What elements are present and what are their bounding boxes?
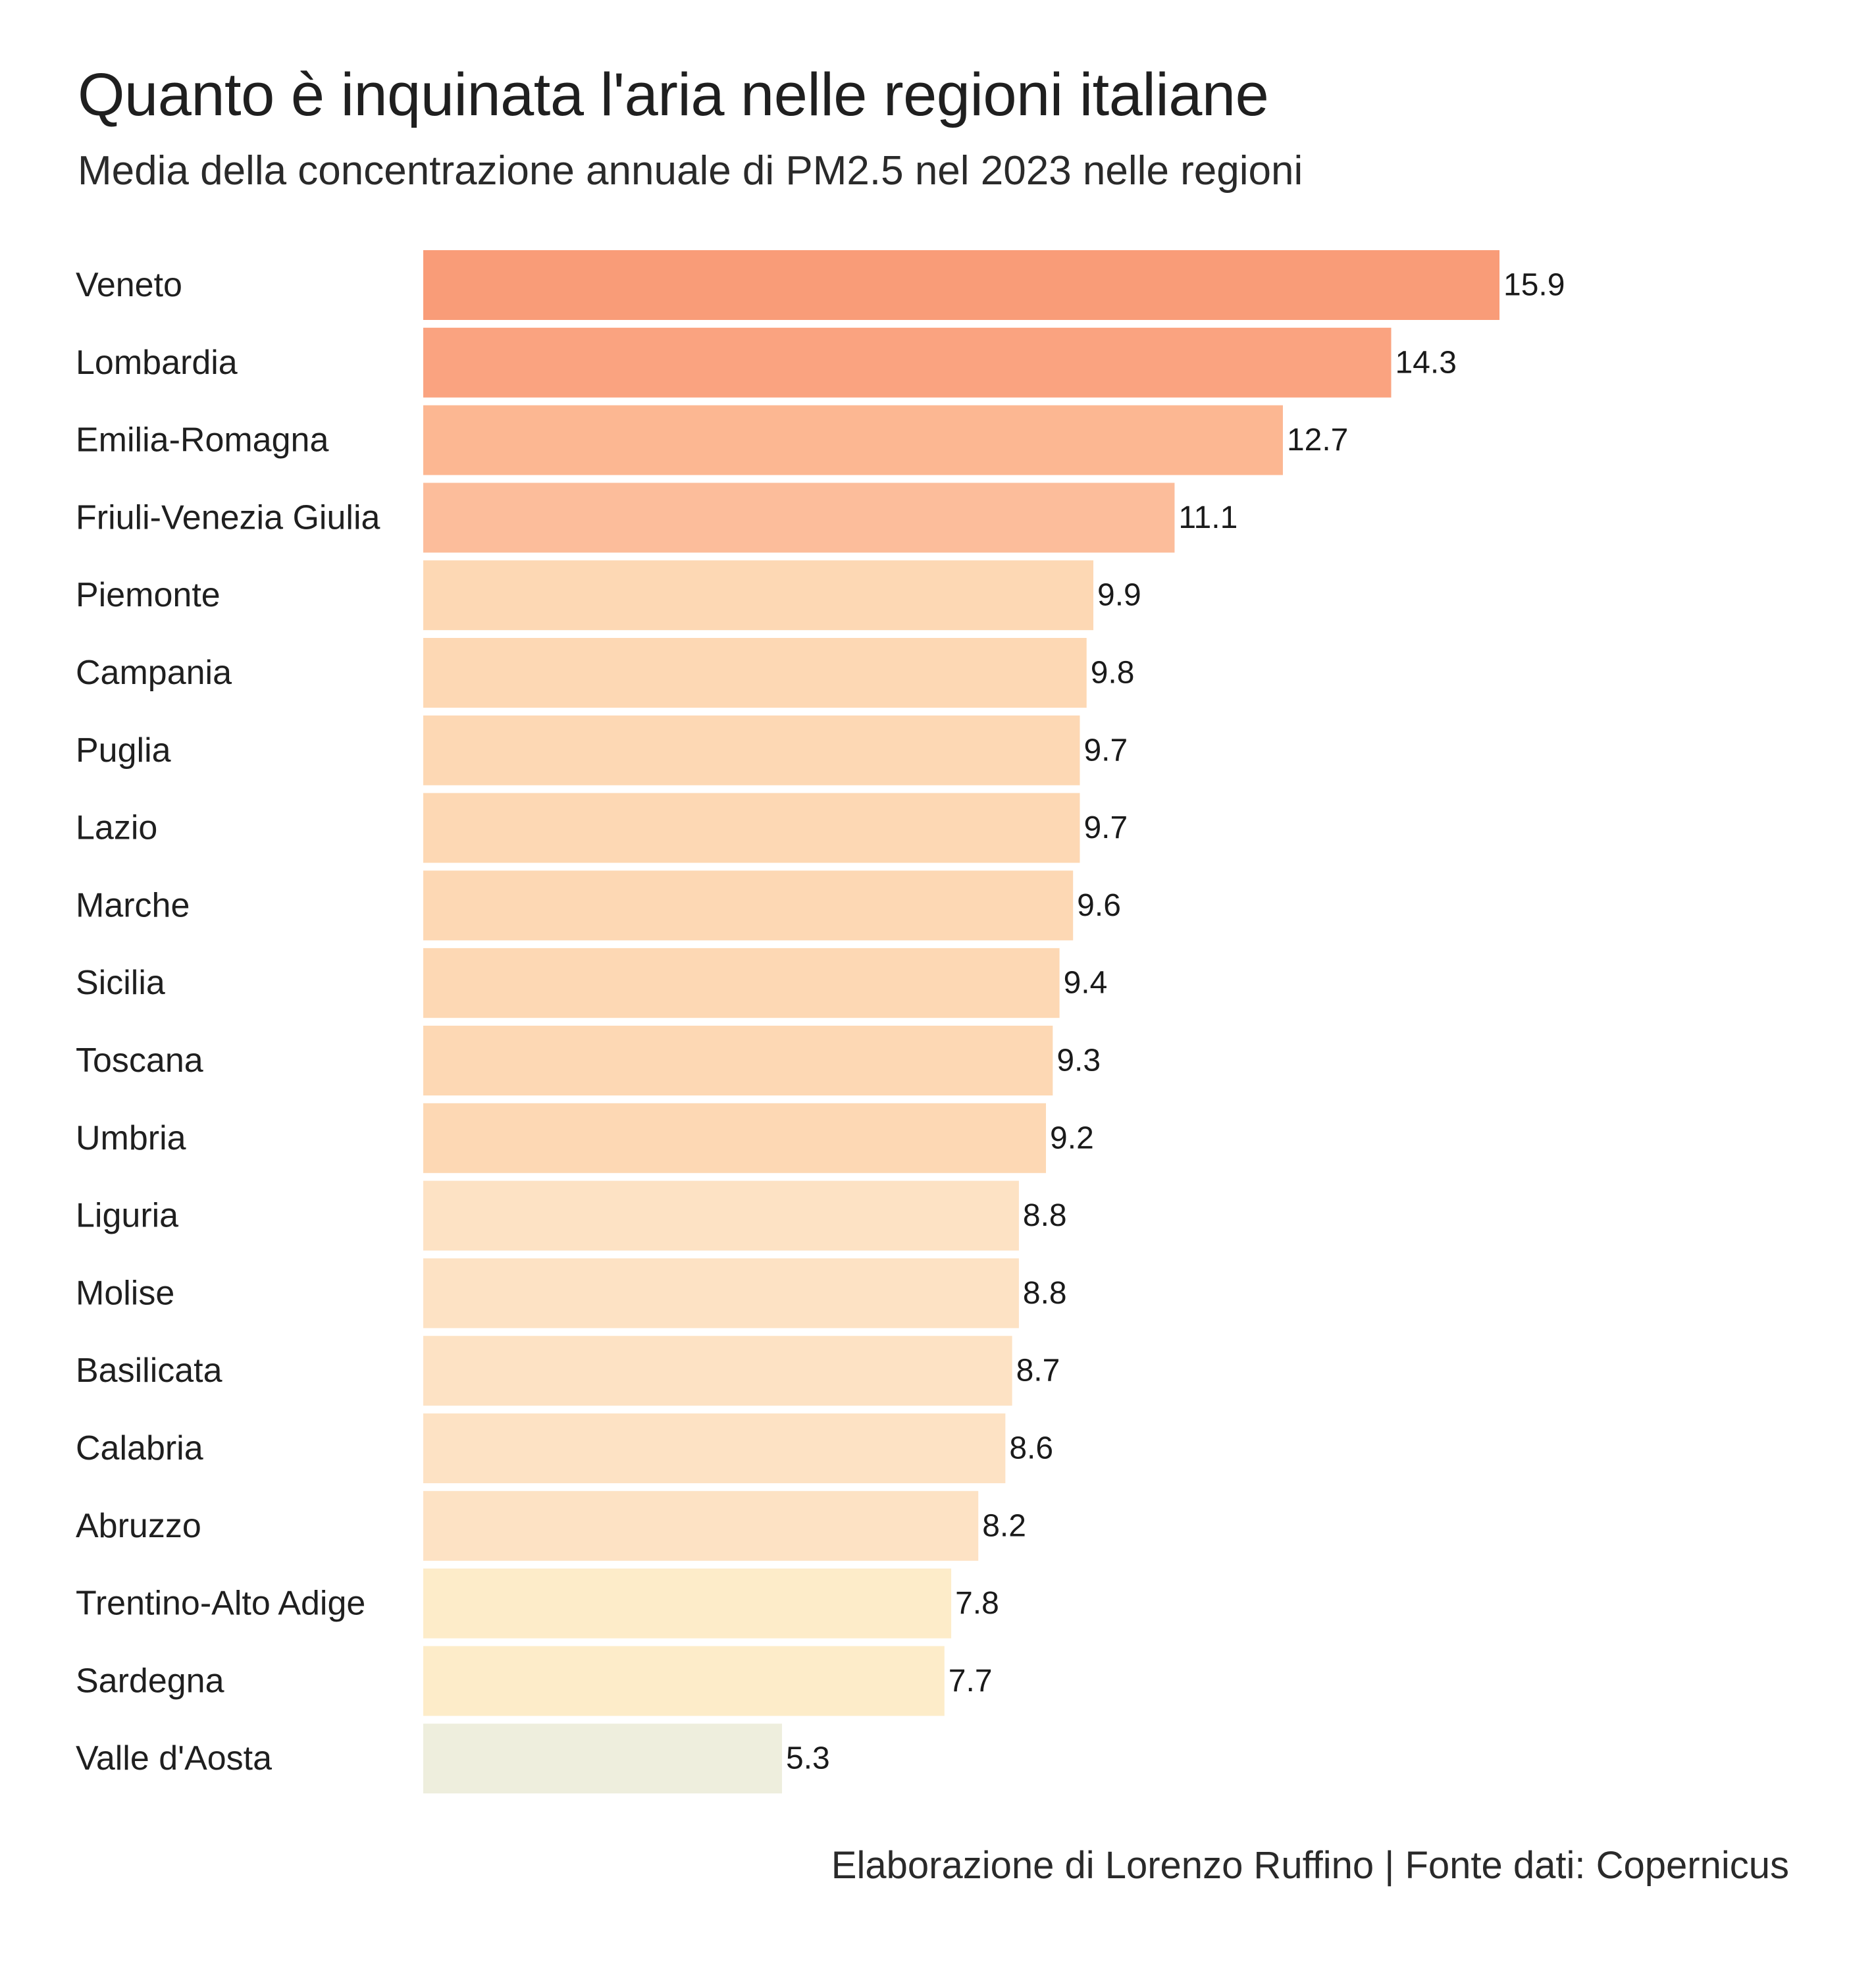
value-label: 8.8	[1023, 1198, 1067, 1233]
bar-campania	[423, 638, 1087, 708]
bar-sicilia	[423, 948, 1060, 1018]
value-label: 7.8	[955, 1586, 999, 1621]
category-label: Liguria	[76, 1197, 178, 1235]
value-label: 9.4	[1064, 966, 1108, 1001]
value-label: 9.9	[1097, 578, 1141, 613]
value-label: 8.8	[1023, 1276, 1067, 1311]
category-label: Lombardia	[76, 344, 238, 382]
chart-title: Quanto è inquinata l'aria nelle regioni …	[78, 61, 1269, 128]
bar-marche	[423, 870, 1074, 941]
bar-sardegna	[423, 1646, 945, 1716]
bar-calabria	[423, 1413, 1006, 1483]
value-label: 9.3	[1056, 1043, 1101, 1078]
value-label: 7.7	[949, 1664, 993, 1698]
category-label: Sardegna	[76, 1662, 224, 1700]
category-label: Friuli-Venezia Giulia	[76, 498, 380, 537]
bar-abruzzo	[423, 1490, 979, 1561]
category-label: Puglia	[76, 731, 171, 770]
value-label: 5.3	[786, 1741, 830, 1776]
bar-friuli-venezia-giulia	[423, 483, 1175, 553]
bar-piemonte	[423, 560, 1094, 631]
value-label: 9.8	[1091, 656, 1135, 691]
bar-toscana	[423, 1026, 1053, 1095]
value-label: 9.7	[1083, 733, 1128, 768]
category-label: Umbria	[76, 1119, 186, 1157]
category-label: Sicilia	[76, 964, 165, 1002]
category-label: Lazio	[76, 809, 157, 847]
bar-valle-d-aosta	[423, 1724, 782, 1794]
value-label: 8.6	[1009, 1431, 1053, 1466]
value-label: 8.7	[1016, 1354, 1060, 1388]
category-label: Campania	[76, 654, 232, 692]
category-label: Valle d'Aosta	[76, 1739, 272, 1778]
bar-trentino-alto-adige	[423, 1568, 952, 1639]
category-label: Toscana	[76, 1041, 203, 1080]
value-label: 15.9	[1503, 268, 1565, 303]
bar-lombardia	[423, 327, 1392, 398]
bar-veneto	[423, 250, 1499, 320]
bar-chart: Veneto 15.9 Lombardia 14.3 Emilia-Romagna 12.…	[76, 250, 1565, 1794]
value-label: 14.3	[1395, 345, 1456, 380]
category-label: Abruzzo	[76, 1507, 201, 1545]
source-caption: Elaborazione di Lorenzo Ruffino | Fonte …	[831, 1844, 1789, 1887]
value-label: 9.6	[1077, 888, 1121, 923]
bar-basilicata	[423, 1336, 1012, 1406]
value-label: 9.7	[1083, 810, 1128, 845]
category-label: Molise	[76, 1274, 174, 1312]
bar-molise	[423, 1258, 1019, 1329]
category-label: Basilicata	[76, 1352, 222, 1390]
value-label: 9.2	[1050, 1120, 1094, 1155]
bar-liguria	[423, 1180, 1019, 1251]
bar-lazio	[423, 793, 1080, 863]
bar-emilia-romagna	[423, 405, 1283, 475]
category-label: Trentino-Alto Adige	[76, 1585, 365, 1623]
category-label: Piemonte	[76, 576, 221, 614]
value-label: 11.1	[1178, 500, 1238, 535]
bar-puglia	[423, 715, 1080, 785]
bar-umbria	[423, 1103, 1047, 1173]
category-label: Veneto	[76, 266, 182, 304]
category-label: Emilia-Romagna	[76, 421, 328, 460]
value-label: 12.7	[1287, 423, 1348, 458]
chart-subtitle: Media della concentrazione annuale di PM…	[78, 148, 1303, 194]
category-label: Calabria	[76, 1429, 203, 1467]
category-label: Marche	[76, 886, 190, 924]
value-label: 8.2	[982, 1508, 1026, 1543]
